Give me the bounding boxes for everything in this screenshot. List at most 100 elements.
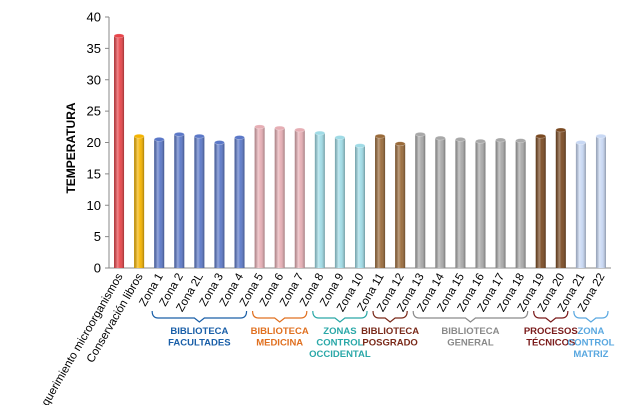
group-label: CONTROL (567, 338, 614, 349)
bar (234, 135, 245, 268)
bar (274, 125, 285, 268)
bar-shading (294, 129, 305, 268)
bar-shading (595, 136, 606, 268)
bar (575, 140, 587, 268)
bar-cap (555, 127, 567, 133)
y-tick-label: 35 (87, 41, 101, 56)
bracket-line (251, 310, 308, 323)
bar-shading (395, 143, 406, 268)
bar-cap (153, 137, 165, 142)
y-axis-label: TEMPERATURA (64, 102, 78, 193)
bar (475, 138, 486, 268)
bar-cap (374, 133, 386, 139)
bar-cap (294, 127, 306, 133)
bracket-line (412, 310, 529, 323)
bar-cap (495, 137, 506, 143)
bar (254, 124, 265, 268)
bar-shading (334, 137, 345, 268)
bar (173, 132, 185, 268)
bracket-line (372, 310, 408, 323)
bars (113, 33, 607, 269)
y-tick-label: 0 (94, 261, 101, 276)
bar (414, 132, 426, 268)
bar-cap (113, 33, 125, 39)
bar-shading (355, 145, 365, 268)
bracket-line (151, 310, 248, 323)
group-label: GENERAL (447, 338, 494, 349)
bar-shading (114, 35, 125, 269)
y-tick-label: 15 (87, 166, 101, 181)
group-label: ZONAS (323, 326, 356, 337)
axes: 0 5 10 15 20 25 30 35 40 (87, 10, 611, 276)
bar-cap (354, 143, 366, 148)
bar (214, 140, 225, 268)
bar-cap (515, 138, 526, 143)
bar-shading (194, 136, 205, 268)
bar-shading (375, 136, 386, 268)
y-tick-label: 20 (87, 135, 101, 150)
bar-shading (274, 128, 285, 268)
bar-cap (194, 133, 205, 139)
bar-cap (595, 133, 607, 139)
group-label: PROCESOS (524, 326, 578, 337)
bar-cap (234, 135, 245, 140)
bar-cap (314, 130, 326, 136)
bar-shading (134, 136, 145, 268)
group-label: FACULTADES (168, 338, 230, 349)
group-label: CONTROL (316, 338, 363, 349)
x-tick-label: Requerimiento microorganismos (32, 271, 125, 405)
group-label: MEDICINA (256, 338, 303, 349)
bar-shading (214, 142, 225, 268)
y-tick-label: 30 (87, 72, 101, 87)
bar-cap (414, 132, 426, 137)
group-label: OCCIDENTAL (309, 349, 371, 360)
bar-shading (254, 126, 265, 268)
bracket-line (573, 310, 609, 323)
bar (133, 133, 145, 268)
bar-cap (394, 141, 406, 147)
bar-shading (455, 139, 466, 268)
group-label: BIBLIOTECA (441, 326, 499, 337)
bar-shading (154, 139, 165, 268)
bar-cap (475, 138, 486, 144)
y-tick-label: 25 (87, 104, 101, 119)
bar (334, 135, 346, 268)
bar (535, 133, 547, 268)
group-label: BIBLIOTECA (251, 326, 309, 337)
bar (555, 127, 567, 268)
group-label: MATRIZ (573, 349, 608, 360)
bar (194, 133, 205, 268)
group-label: BIBLIOTECA (361, 326, 419, 337)
y-tick-label: 40 (87, 10, 101, 25)
y-tick-label: 10 (87, 198, 101, 213)
group-label: BIBLIOTECA (170, 326, 228, 337)
bar (515, 138, 526, 268)
group-label: POSGRADO (362, 338, 417, 349)
bar-cap (435, 135, 446, 141)
bar-cap (133, 133, 145, 139)
bar (495, 137, 506, 268)
y-tick-label: 5 (94, 229, 101, 244)
bar-cap (173, 132, 185, 137)
bar (394, 141, 406, 268)
group-brackets: BIBLIOTECAFACULTADESBIBLIOTECAMEDICINAZO… (151, 310, 615, 360)
bar-shading (575, 142, 586, 268)
bar-cap (575, 140, 587, 145)
bracket-line (533, 310, 569, 323)
bar-cap (274, 125, 285, 131)
bar-shading (515, 140, 526, 268)
bar-shading (435, 138, 446, 268)
bar (294, 127, 306, 268)
group-label: TÉCNICOS (526, 338, 575, 349)
bar (153, 137, 165, 268)
bar-cap (254, 124, 265, 130)
group-label: ZONA (577, 326, 604, 337)
bar-shading (475, 141, 486, 268)
